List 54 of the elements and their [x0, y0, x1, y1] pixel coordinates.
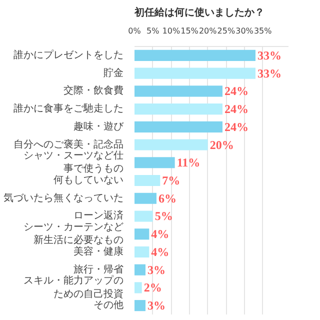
data-label: 2% — [144, 280, 162, 295]
y-tick-label: 交際・飲食費 — [64, 84, 124, 97]
y-tick-label: 誰かにプレゼントをした — [14, 48, 124, 61]
data-label: 6% — [158, 191, 176, 206]
x-tick-label: 5% — [146, 26, 160, 36]
y-tick-label: 何もしていない — [54, 175, 124, 186]
x-tick-label: 30% — [236, 26, 254, 36]
data-label: 7% — [162, 174, 180, 188]
chart-title: 初任給は何に使いましたか？ — [134, 6, 264, 18]
bar — [134, 300, 146, 312]
y-tick-label: 美容・健康 — [74, 245, 124, 258]
y-tick-label: 気づいたら無くなっていた — [4, 192, 124, 204]
bar — [134, 157, 175, 168]
bar — [134, 50, 256, 61]
bar — [134, 86, 222, 97]
y-tick-label: シャツ・スーツなど仕事で使うもの — [24, 150, 124, 175]
data-label: 11% — [176, 156, 200, 170]
bar — [134, 228, 150, 240]
bar — [134, 103, 222, 115]
data-label: 5% — [154, 209, 173, 224]
bar — [134, 210, 153, 222]
bar — [134, 139, 208, 150]
x-tick-label: 25% — [217, 26, 236, 36]
x-tick-label: 20% — [198, 26, 218, 36]
y-tick-label: ローン返済 — [74, 210, 124, 222]
data-label: 4% — [151, 244, 170, 259]
data-label: 24% — [224, 102, 248, 116]
data-label: 24% — [224, 84, 248, 98]
bar — [134, 192, 156, 204]
data-label: 33% — [258, 66, 282, 80]
x-tick-label: 10% — [162, 26, 180, 36]
y-tick-label: 自分へのご褒美・記念品 — [14, 138, 124, 150]
bar — [134, 282, 142, 294]
x-tick-label: 0% — [128, 26, 142, 36]
x-tick-label: 35% — [254, 26, 272, 36]
bar — [134, 246, 150, 258]
y-tick-label: 貯金 — [104, 66, 124, 79]
data-label: 4% — [151, 227, 170, 242]
data-label: 24% — [224, 120, 248, 134]
data-label: 3% — [148, 298, 166, 313]
y-tick-label: 趣味・遊び — [74, 120, 124, 132]
y-tick-label: スキル・能力アップのための自己投資 — [24, 274, 124, 300]
data-label: 33% — [258, 48, 282, 62]
y-tick-label: その他 — [94, 299, 124, 312]
data-label: 20% — [210, 138, 234, 152]
bar — [134, 68, 256, 79]
y-tick-label: 旅行・帰省 — [74, 263, 124, 276]
data-label: 3% — [148, 262, 166, 277]
y-tick-label: シーツ・カーテンなど新生活に必要なもの — [24, 222, 124, 246]
y-tick-label: 誰かに食事をご馳走した — [14, 102, 124, 115]
bar — [134, 174, 160, 186]
bar — [134, 121, 222, 132]
x-tick-label: 15% — [180, 26, 199, 36]
bar — [134, 264, 146, 276]
